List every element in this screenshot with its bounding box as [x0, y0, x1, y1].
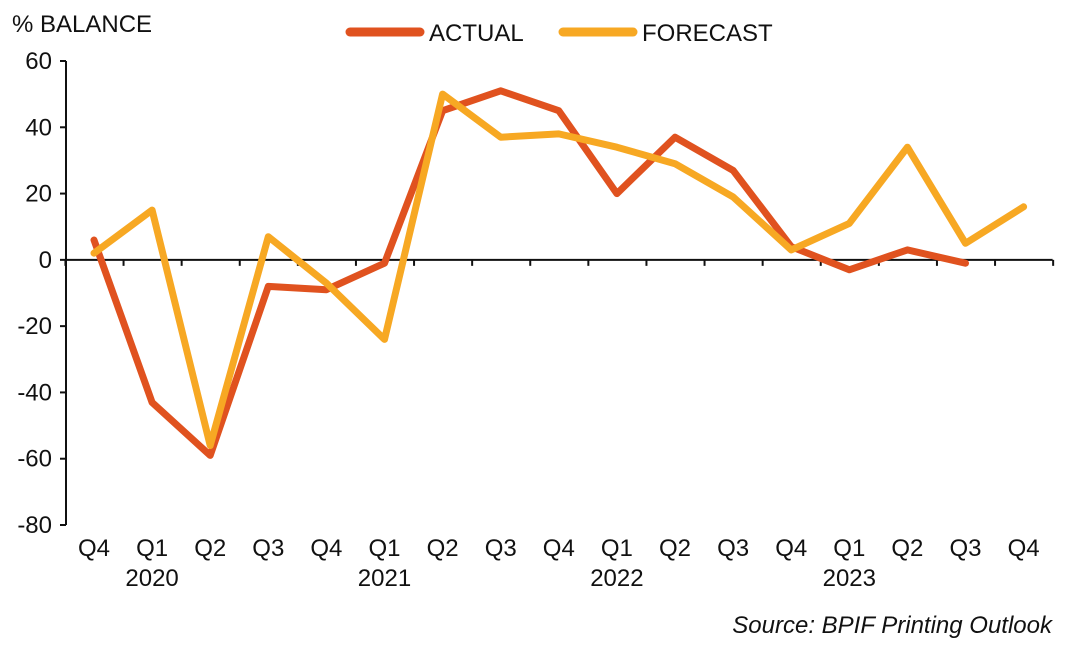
- x-year-label: 2022: [590, 565, 643, 592]
- y-tick-label: -60: [17, 446, 52, 473]
- x-tick-label: Q1: [601, 535, 633, 562]
- x-tick-label: Q1: [136, 535, 168, 562]
- y-axis-title: % BALANCE: [12, 11, 152, 38]
- x-tick-label: Q4: [1008, 535, 1040, 562]
- x-tick-label: Q3: [949, 535, 981, 562]
- x-year-label: 2020: [125, 565, 178, 592]
- x-tick-label: Q2: [891, 535, 923, 562]
- y-tick-label: -80: [17, 512, 52, 539]
- x-year-label: 2023: [823, 565, 876, 592]
- y-tick-label: 20: [25, 181, 52, 208]
- y-tick-label: -20: [17, 313, 52, 340]
- axes: 60 40 20 0 -20 -40 -60 -80 Q4 Q1 Q2 Q3 Q4 Q1 Q2 Q3 Q4 Q1 Q…: [17, 48, 1055, 592]
- y-tick-label: 40: [25, 114, 52, 141]
- x-tick-label: Q3: [717, 535, 749, 562]
- x-tick-label: Q4: [543, 535, 575, 562]
- x-tick-label: Q4: [78, 535, 110, 562]
- series-layer: [90, 87, 1028, 459]
- series-line-forecast: [90, 90, 1028, 449]
- y-tick-label: -40: [17, 379, 52, 406]
- x-tick-label: Q1: [833, 535, 865, 562]
- legend: ACTUAL FORECAST: [345, 20, 773, 47]
- x-tick-label: Q2: [427, 535, 459, 562]
- y-tick-label: 0: [39, 247, 52, 274]
- x-tick-label: Q2: [659, 535, 691, 562]
- x-tick-label: Q4: [310, 535, 342, 562]
- y-tick-label: 60: [25, 48, 52, 75]
- series-line-actual: [90, 87, 969, 459]
- x-tick-label: Q3: [252, 535, 284, 562]
- source-note: Source: BPIF Printing Outlook: [732, 612, 1052, 639]
- x-tick-label: Q4: [775, 535, 807, 562]
- x-tick-label: Q2: [194, 535, 226, 562]
- x-tick-label: Q1: [368, 535, 400, 562]
- x-tick-label: Q3: [485, 535, 517, 562]
- legend-label-forecast: FORECAST: [642, 20, 773, 47]
- x-year-label: 2021: [358, 565, 411, 592]
- legend-label-actual: ACTUAL: [429, 20, 524, 47]
